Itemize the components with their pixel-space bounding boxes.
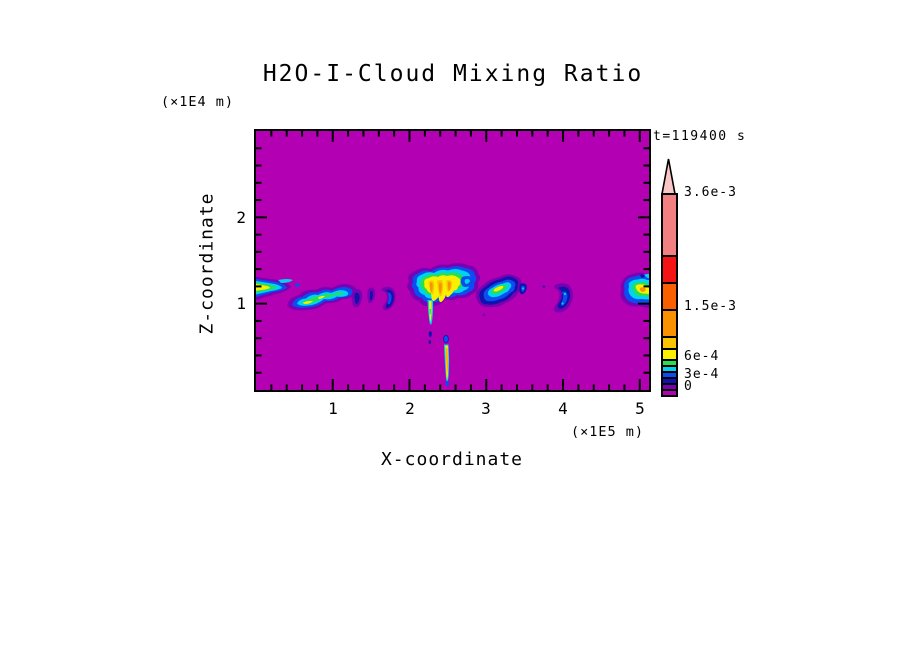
colorbar-label: 6e-4	[684, 349, 720, 364]
x-tick-label-4: 4	[558, 399, 568, 418]
colorbar-bar	[661, 193, 678, 397]
virga-streak-central	[427, 300, 434, 344]
colorbar-segment	[663, 336, 676, 348]
cloud-feature-blue-crescent	[381, 286, 396, 311]
colorbar-segment	[663, 383, 676, 389]
arrow-shape	[661, 158, 676, 195]
colorbar-segment	[663, 359, 676, 365]
colorbar-label: 3e-4	[684, 367, 720, 382]
colorbar-segment	[663, 282, 676, 309]
colorbar-segment	[663, 365, 676, 371]
colorbar-label: 1.5e-3	[684, 299, 737, 314]
colorbar-overflow-arrow	[661, 158, 676, 195]
colorbar-label: 3.6e-3	[684, 185, 737, 200]
plot-title: H2O-I-Cloud Mixing Ratio	[262, 61, 644, 87]
x-tick-label-3: 3	[481, 399, 491, 418]
cloud-feature-crescent-right	[553, 283, 573, 313]
colorbar-segment	[663, 309, 676, 336]
y-tick-label-2: 2	[236, 208, 246, 227]
colorbar-segment	[663, 371, 676, 377]
tiny-speck	[542, 285, 546, 289]
x-axis-unit-label: (×1E5 m)	[571, 424, 645, 440]
colorbar-label: 0	[684, 379, 693, 394]
x-tick-label-2: 2	[405, 399, 415, 418]
x-tick-label-5: 5	[635, 399, 645, 418]
y-tick-label-1: 1	[236, 294, 246, 313]
colorbar-labels: 3.6e-3 1.5e-3 6e-4 3e-4 0	[684, 185, 764, 403]
y-axis-unit-label: (×1E4 m)	[161, 94, 235, 110]
colorbar-segment	[663, 255, 676, 282]
axis-ticks	[256, 131, 649, 390]
plot-frame	[254, 129, 651, 392]
cloud-feature-elongated	[287, 284, 357, 311]
colorbar-segment	[663, 389, 676, 395]
cloud-feature-right-central	[475, 274, 527, 317]
x-axis-title: X-coordinate	[380, 449, 524, 470]
cloud-feature-dark-wisps	[351, 287, 376, 308]
time-annotation: t=119400 s	[653, 129, 747, 144]
x-tick-label-1: 1	[328, 399, 338, 418]
cloud-feature-left-edge	[256, 277, 301, 300]
colorbar-segment	[663, 348, 676, 359]
fall-streak	[443, 335, 450, 387]
y-axis-title: Z-coordinate	[196, 192, 218, 335]
cloud-feature-large-central	[407, 263, 480, 307]
contour-plot	[256, 131, 649, 390]
plot-background	[256, 131, 649, 390]
cloud-feature-right-edge	[620, 272, 649, 308]
colorbar-segment	[663, 195, 676, 255]
colorbar-segment	[663, 377, 676, 383]
